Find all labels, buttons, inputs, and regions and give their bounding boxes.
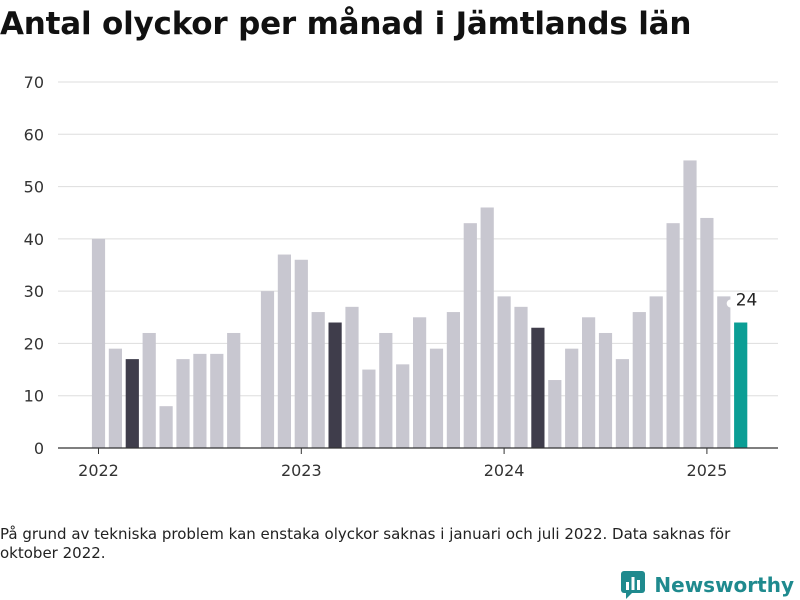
bar-2022-02[interactable] xyxy=(108,348,122,448)
bar-2023-03[interactable] xyxy=(328,322,342,448)
bar-2023-04[interactable] xyxy=(345,306,359,448)
bar-2024-04[interactable] xyxy=(548,380,562,448)
bar-2023-06[interactable] xyxy=(379,332,393,448)
bar-2022-09[interactable] xyxy=(227,332,241,448)
annotations: 24 xyxy=(726,291,758,311)
bar-2022-06[interactable] xyxy=(176,359,190,448)
chart-title: Antal olyckor per månad i Jämtlands län xyxy=(0,6,692,42)
y-axis-tick-labels: 0 10 20 30 40 50 60 70 xyxy=(24,73,44,458)
gridlines xyxy=(58,81,778,397)
footnote: På grund av tekniska problem kan enstaka… xyxy=(0,525,731,562)
y-tick-label: 20 xyxy=(24,334,44,353)
bar-2024-08[interactable] xyxy=(615,359,629,448)
bar-2023-01[interactable] xyxy=(294,259,308,448)
bar-2022-03[interactable] xyxy=(125,359,139,448)
bar-2023-08[interactable] xyxy=(413,317,427,448)
y-tick-label: 10 xyxy=(24,387,44,406)
newsworthy-logo-icon xyxy=(621,571,646,599)
bar-2022-12[interactable] xyxy=(277,254,291,448)
bars xyxy=(91,160,748,448)
bar-2024-06[interactable] xyxy=(582,317,596,448)
x-tick-label: 2022 xyxy=(78,461,119,480)
x-axis: 2022 2023 2024 2025 xyxy=(58,447,778,480)
y-tick-label: 50 xyxy=(24,178,44,197)
bar-2025-02[interactable] xyxy=(717,296,731,448)
y-tick-label: 30 xyxy=(24,282,44,301)
bar-2025-01[interactable] xyxy=(700,217,714,448)
bar-2023-12[interactable] xyxy=(480,207,494,448)
bar-2024-03[interactable] xyxy=(531,327,545,448)
bar-2024-01[interactable] xyxy=(497,296,511,448)
bar-2024-10[interactable] xyxy=(649,296,663,448)
bar-2023-05[interactable] xyxy=(362,369,376,448)
x-tick-label: 2023 xyxy=(281,461,322,480)
bar-2023-07[interactable] xyxy=(396,364,410,448)
bar-2023-09[interactable] xyxy=(429,348,444,448)
x-tick-label: 2024 xyxy=(484,461,525,480)
bar-chart: 0 10 20 30 40 50 60 70 2022 2023 2024 2025 24 xyxy=(24,73,778,480)
bar-2024-07[interactable] xyxy=(598,332,613,448)
bar-2024-02[interactable] xyxy=(514,306,528,448)
y-tick-label: 40 xyxy=(24,230,44,249)
bar-2024-09[interactable] xyxy=(632,312,646,448)
bar-2022-04[interactable] xyxy=(142,332,156,448)
bar-2024-11[interactable] xyxy=(666,223,680,448)
bar-2022-05[interactable] xyxy=(159,406,173,448)
bar-2023-11[interactable] xyxy=(463,223,477,448)
bar-2023-10[interactable] xyxy=(446,312,460,448)
brand-logo[interactable]: Newsworthy xyxy=(620,570,794,600)
brand-name: Newsworthy xyxy=(654,573,794,597)
annotation-marker xyxy=(726,299,735,308)
x-tick-label: 2025 xyxy=(687,461,728,480)
bar-2024-05[interactable] xyxy=(565,348,579,448)
y-tick-label: 0 xyxy=(34,439,44,458)
latest-value-label: 24 xyxy=(736,291,758,311)
bar-2022-07[interactable] xyxy=(193,353,207,448)
bar-2024-12[interactable] xyxy=(683,160,697,448)
bar-2022-11[interactable] xyxy=(260,291,275,448)
y-tick-label: 70 xyxy=(24,73,44,92)
bar-2022-01[interactable] xyxy=(91,238,106,448)
y-tick-label: 60 xyxy=(24,125,44,144)
bar-2023-02[interactable] xyxy=(311,312,325,448)
bar-2022-08[interactable] xyxy=(210,353,224,448)
bar-2025-03[interactable] xyxy=(734,322,748,448)
